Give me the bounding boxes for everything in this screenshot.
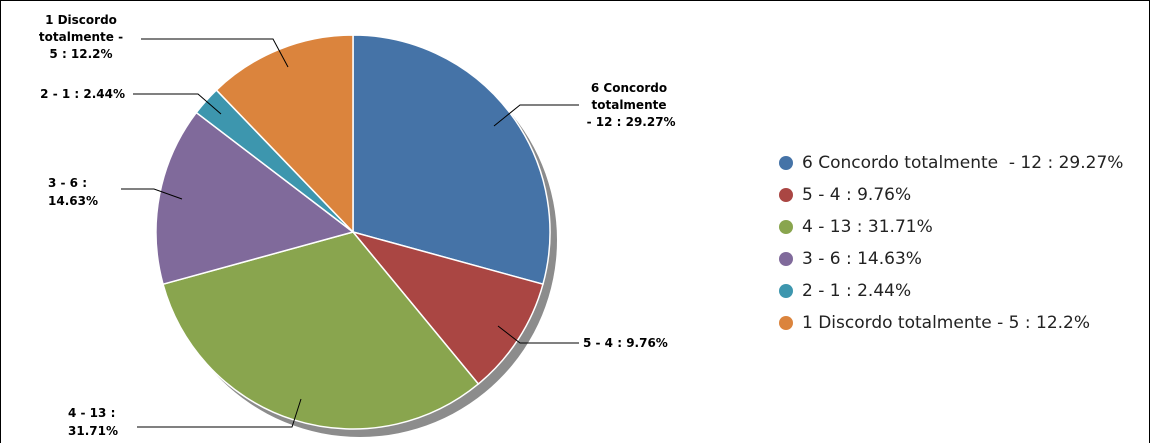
legend-label: 1 Discordo totalmente - 5 : 12.2% xyxy=(802,313,1091,333)
pie-slice[interactable] xyxy=(155,111,355,286)
legend-item[interactable]: 6 Concordo totalmente - 12 : 29.27% xyxy=(779,147,1123,179)
pie-slice[interactable] xyxy=(350,230,544,386)
legend-label: 4 - 13 : 31.71% xyxy=(802,217,933,237)
legend-label: 6 Concordo totalmente - 12 : 29.27% xyxy=(802,153,1124,173)
slice-label: 4 - 13 :31.71% xyxy=(68,406,118,438)
slice-label: 5 - 4 : 9.76% xyxy=(583,336,668,350)
legend-swatch xyxy=(779,220,793,234)
legend-label: 2 - 1 : 2.44% xyxy=(802,281,912,301)
legend-item[interactable]: 3 - 6 : 14.63% xyxy=(779,243,1123,275)
legend-swatch xyxy=(779,284,793,298)
legend-label: 5 - 4 : 9.76% xyxy=(802,185,912,205)
pie-slice[interactable] xyxy=(215,34,354,234)
legend-swatch xyxy=(779,252,793,266)
legend-item[interactable]: 1 Discordo totalmente - 5 : 12.2% xyxy=(779,307,1123,339)
pie-slice[interactable] xyxy=(352,34,551,286)
legend-swatch xyxy=(779,156,793,170)
leader-line xyxy=(137,398,302,428)
leader-line xyxy=(497,325,579,344)
legend-item[interactable]: 2 - 1 : 2.44% xyxy=(779,275,1123,307)
legend-item[interactable]: 4 - 13 : 31.71% xyxy=(779,211,1123,243)
leader-line xyxy=(121,188,183,200)
leader-line xyxy=(133,93,222,115)
legend: 6 Concordo totalmente - 12 : 29.27% 5 - 4… xyxy=(779,147,1123,339)
leader-line xyxy=(493,104,579,127)
slice-label: 3 - 6 :14.63% xyxy=(48,176,98,208)
legend-swatch xyxy=(779,316,793,330)
pie-slice[interactable] xyxy=(162,231,480,430)
legend-item[interactable]: 5 - 4 : 9.76% xyxy=(779,179,1123,211)
slice-label: 6 Concordo totalmente - 12 : 29.27% xyxy=(582,81,675,129)
slice-label: 2 - 1 : 2.44% xyxy=(40,87,125,101)
slice-label: 1 Discordo totalmente -5 : 12.2% xyxy=(39,13,123,61)
legend-swatch xyxy=(779,188,793,202)
legend-label: 3 - 6 : 14.63% xyxy=(802,249,922,269)
leader-line xyxy=(141,38,289,68)
